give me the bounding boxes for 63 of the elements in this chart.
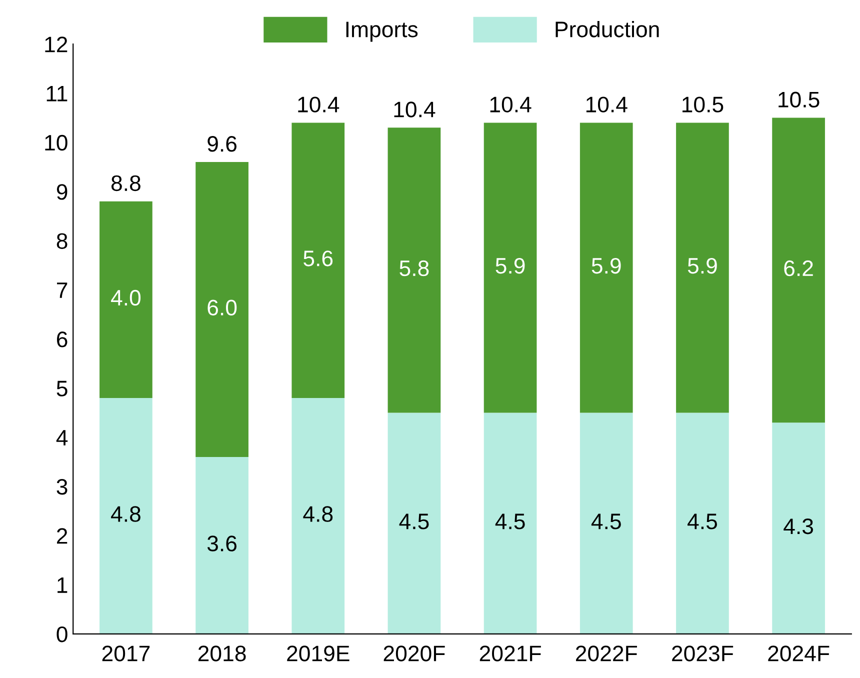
bar xyxy=(292,398,345,634)
total-label: 9.6 xyxy=(208,136,237,152)
bar xyxy=(196,162,248,457)
data-label: 4.8 xyxy=(303,506,333,522)
data-label: 5.9 xyxy=(496,258,525,274)
x-tick-label: 2018 xyxy=(198,646,246,662)
y-tick-label: 9 xyxy=(56,184,68,200)
bar xyxy=(100,398,152,634)
y-tick-label: 4 xyxy=(56,430,68,446)
x-tick-label: 2021F xyxy=(480,646,541,662)
bar xyxy=(196,456,248,634)
bar xyxy=(484,122,537,413)
bar xyxy=(388,412,441,634)
data-label: 5.9 xyxy=(688,258,717,274)
y-tick-label: 5 xyxy=(56,380,68,396)
bar xyxy=(772,118,825,423)
data-label: 6.2 xyxy=(784,260,813,276)
y-tick-label: 1 xyxy=(58,578,68,593)
total-label: 10.4 xyxy=(490,96,532,112)
legend-label: Imports xyxy=(346,22,418,42)
bar xyxy=(484,412,537,634)
data-label: 4.5 xyxy=(688,514,717,530)
bar xyxy=(580,412,633,634)
y-tick-label: 2 xyxy=(57,528,68,544)
y-tick-label: 3 xyxy=(56,479,68,495)
data-label: 4.5 xyxy=(495,514,525,530)
total-label: 10.5 xyxy=(682,96,724,112)
data-label: 4.5 xyxy=(591,514,621,530)
y-tick-label: 8 xyxy=(56,233,68,249)
bar xyxy=(100,201,152,398)
bar xyxy=(388,128,441,413)
total-label: 10.5 xyxy=(778,92,820,108)
y-tick-label: 0 xyxy=(56,626,68,642)
bar xyxy=(292,122,345,398)
bar xyxy=(580,122,633,413)
x-tick-label: 2022F xyxy=(576,646,637,662)
bar xyxy=(676,122,729,413)
data-label: 5.9 xyxy=(592,258,621,274)
y-tick-label: 12 xyxy=(45,36,68,52)
bar xyxy=(676,412,729,634)
data-label: 3.6 xyxy=(207,536,237,552)
y-tick-label: 6 xyxy=(57,332,68,348)
data-label: 4.5 xyxy=(399,514,429,530)
bar xyxy=(772,422,825,634)
data-label: 4.0 xyxy=(111,290,141,306)
total-label: 10.4 xyxy=(298,96,340,112)
total-label: 10.4 xyxy=(586,96,628,112)
y-tick-label: 7 xyxy=(57,282,68,298)
data-label: 5.6 xyxy=(304,250,333,266)
data-label: 5.8 xyxy=(400,260,429,276)
total-label: 10.4 xyxy=(394,102,436,118)
x-tick-label: 2017 xyxy=(102,646,150,662)
legend-label: Production xyxy=(556,20,659,38)
data-label: 4.8 xyxy=(111,506,140,522)
data-label: 6.0 xyxy=(208,300,237,316)
data-label: 4.3 xyxy=(784,518,814,534)
x-tick-label: 2019E xyxy=(287,646,350,662)
total-label: 8.8 xyxy=(111,175,140,192)
y-tick-label: 11 xyxy=(46,86,68,102)
x-tick-label: 2024F xyxy=(768,646,830,662)
x-tick-label: 2023F xyxy=(672,646,734,662)
x-tick-label: 2020F xyxy=(384,646,445,662)
y-tick-label: 10 xyxy=(45,134,68,151)
